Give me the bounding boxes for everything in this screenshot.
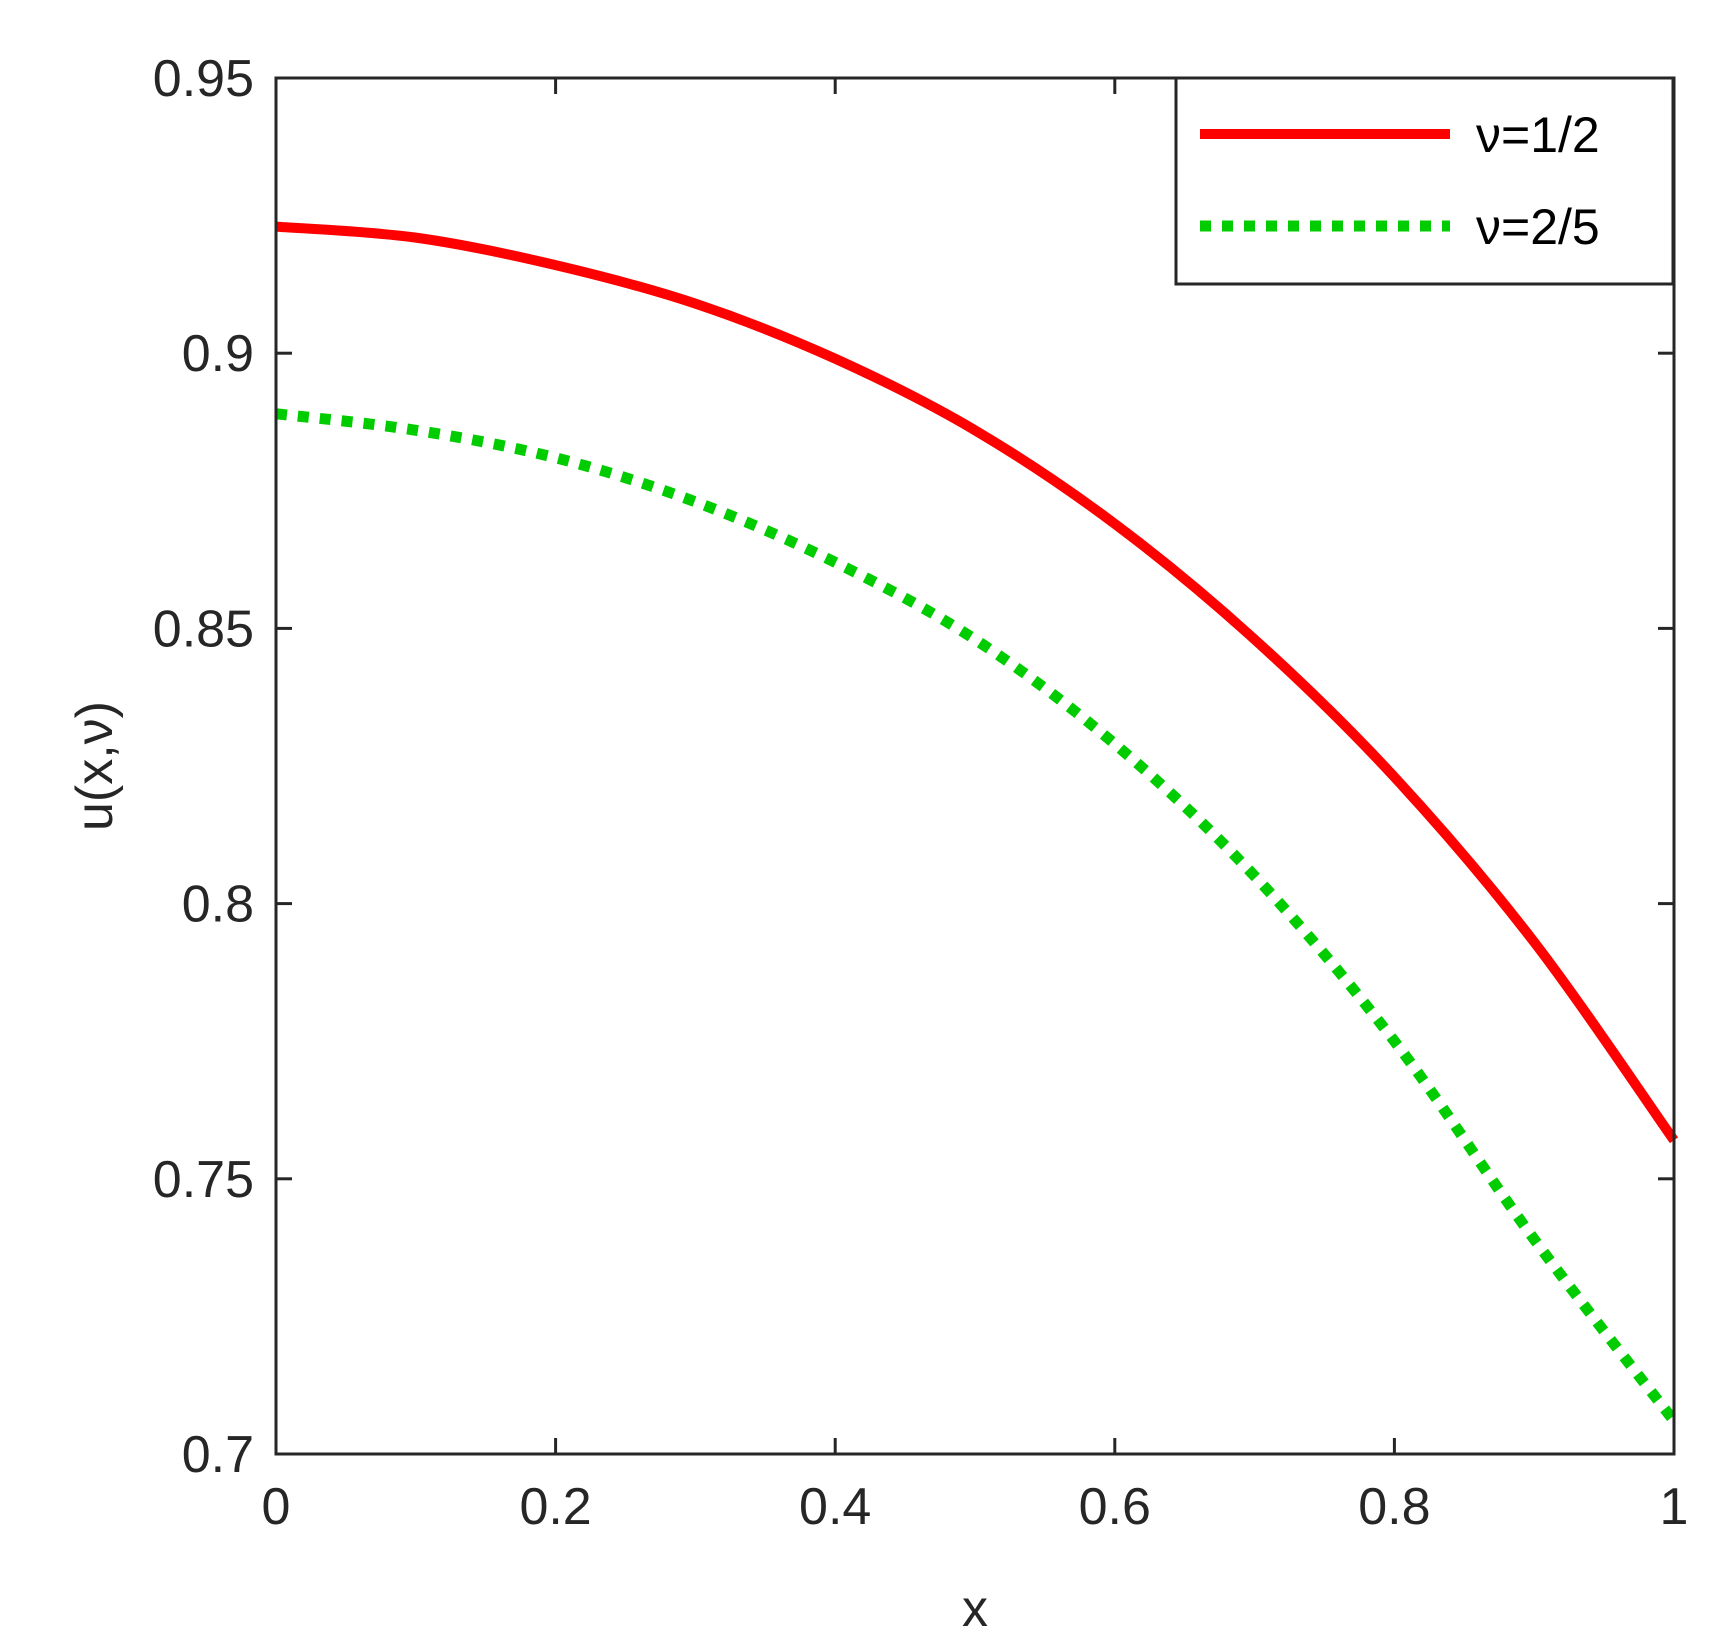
x-tick-label: 0.2 <box>519 1478 591 1536</box>
y-tick-label: 0.9 <box>182 325 254 383</box>
x-tick-label: 0.8 <box>1358 1478 1430 1536</box>
x-tick-label: 0 <box>262 1478 291 1536</box>
series-line-2 <box>275 408 1679 1425</box>
plot-background <box>276 78 1674 1454</box>
x-tick-label: 1 <box>1660 1478 1689 1536</box>
y-tick-label: 0.95 <box>153 50 254 108</box>
legend-label-series-1: ν=1/2 <box>1476 107 1600 163</box>
x-tick-label: 0.4 <box>799 1478 871 1536</box>
legend-label-series-2: ν=2/5 <box>1476 199 1600 255</box>
x-tick-label: 0.6 <box>1079 1478 1151 1536</box>
y-tick-label: 0.7 <box>182 1426 254 1484</box>
x-tick-labels: 0 0.2 0.4 0.6 0.8 1 <box>262 1478 1689 1536</box>
y-axis-label: u(x,ν) <box>66 701 124 831</box>
y-tick-label: 0.75 <box>153 1151 254 1209</box>
legend-box <box>1174 76 1675 286</box>
series-line-1 <box>275 221 1679 1144</box>
plot-frame <box>274 76 1676 1456</box>
y-tick-labels: 0.7 0.75 0.8 0.85 0.9 0.95 <box>153 50 254 1484</box>
series-layer <box>275 221 1679 1425</box>
y-tick-label: 0.85 <box>153 600 254 658</box>
legend: ν=1/2 ν=2/5 <box>1174 76 1675 286</box>
y-tick-label: 0.8 <box>182 876 254 934</box>
x-axis-label: x <box>962 1580 988 1638</box>
